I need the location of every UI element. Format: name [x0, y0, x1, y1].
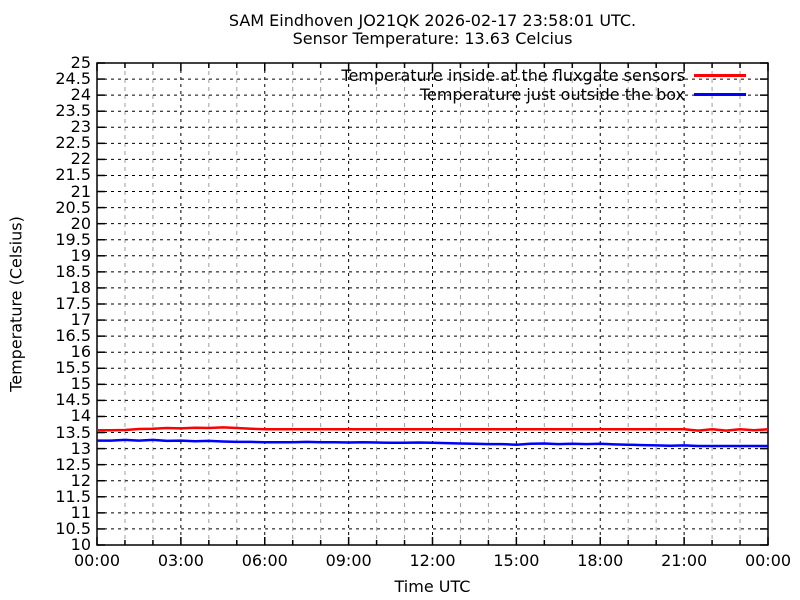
y-tick-label: 25 [70, 53, 91, 72]
x-tick-label: 21:00 [661, 551, 708, 570]
y-tick-label: 15.5 [55, 358, 91, 378]
legend-row-inside: Temperature inside at the fluxgate senso… [341, 66, 746, 85]
legend-row-outside: Temperature just outside the box [341, 85, 746, 104]
x-tick-label: 18:00 [577, 551, 624, 570]
series-line-0 [97, 426, 769, 432]
y-tick-label: 19 [70, 245, 91, 265]
legend: Temperature inside at the fluxgate senso… [341, 66, 746, 104]
x-tick-label: 00:00 [744, 551, 792, 570]
y-tick-label: 10.5 [55, 518, 91, 538]
y-tick-label: 11.5 [55, 486, 91, 506]
y-tick-label: 12.5 [55, 454, 91, 474]
y-tick-label: 21.5 [55, 165, 91, 185]
y-tick-label: 22 [70, 149, 91, 169]
plot-border [96, 62, 769, 546]
y-tick-label: 11 [70, 502, 91, 522]
x-tick-label: 12:00 [409, 551, 456, 570]
y-tick-label: 20.5 [55, 197, 91, 217]
chart-title-block: SAM Eindhoven JO21QK 2026-02-17 23:58:01… [97, 12, 768, 48]
y-tick-label: 20 [70, 213, 91, 233]
y-tick-label: 15 [70, 374, 91, 394]
legend-line-sample-red [694, 74, 746, 77]
y-tick-label: 17 [70, 310, 91, 330]
x-tick-label: 09:00 [325, 551, 372, 570]
y-tick-label: 13.5 [55, 422, 91, 442]
legend-label-inside: Temperature inside at the fluxgate senso… [341, 66, 685, 85]
x-axis-title: Time UTC [394, 577, 471, 596]
y-tick-label: 22.5 [55, 133, 91, 153]
y-tick-label: 18 [70, 277, 91, 297]
y-tick-label: 18.5 [55, 261, 91, 281]
y-tick-label: 24 [70, 85, 91, 105]
y-tick-label: 14 [70, 406, 91, 426]
y-tick-label: 12 [70, 470, 91, 490]
y-tick-label: 13 [70, 438, 91, 458]
x-tick-label: 00:00 [73, 551, 121, 570]
chart-subtitle: Sensor Temperature: 13.63 Celcius [292, 29, 573, 48]
y-tick-label: 16 [70, 342, 91, 362]
x-tick-label: 03:00 [157, 551, 204, 570]
chart-title: SAM Eindhoven JO21QK 2026-02-17 23:58:01… [228, 11, 637, 30]
y-tick-label: 23.5 [55, 101, 91, 121]
y-tick-label: 24.5 [55, 69, 91, 89]
legend-line-sample-blue [694, 93, 746, 96]
x-tick-label: 15:00 [493, 551, 540, 570]
y-tick-label: 16.5 [55, 326, 91, 346]
legend-label-outside: Temperature just outside the box [419, 85, 685, 104]
y-tick-label: 21 [70, 181, 91, 201]
y-tick-label: 17.5 [55, 294, 91, 313]
y-tick-label: 19.5 [55, 229, 91, 249]
x-tick-label: 06:00 [241, 551, 288, 570]
y-axis-title: Temperature (Celsius) [6, 216, 26, 392]
y-tick-label: 14.5 [55, 390, 91, 410]
y-tick-label: 10 [70, 535, 91, 554]
series-line-1 [97, 438, 768, 448]
y-tick-label: 23 [70, 117, 91, 137]
